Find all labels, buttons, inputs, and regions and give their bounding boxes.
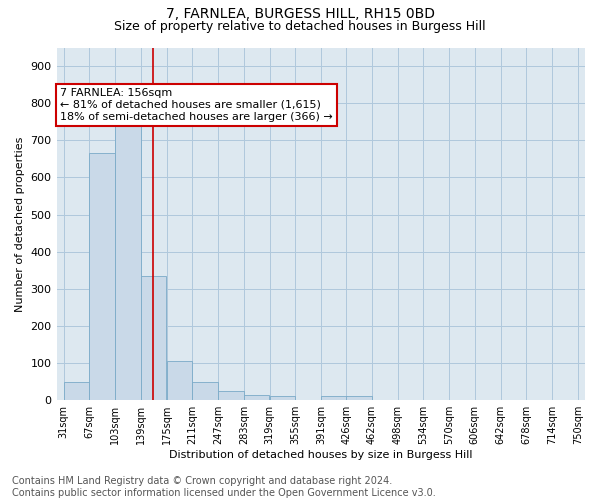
Text: 7 FARNLEA: 156sqm
← 81% of detached houses are smaller (1,615)
18% of semi-detac: 7 FARNLEA: 156sqm ← 81% of detached hous… [60, 88, 333, 122]
Bar [141, 276, 166, 400]
Bar [193, 382, 218, 400]
Bar [269, 396, 295, 400]
Y-axis label: Number of detached properties: Number of detached properties [15, 136, 25, 312]
Bar [218, 391, 244, 400]
Bar [244, 394, 269, 400]
Bar [89, 154, 115, 400]
X-axis label: Distribution of detached houses by size in Burgess Hill: Distribution of detached houses by size … [169, 450, 473, 460]
Bar [115, 122, 140, 400]
Text: Contains HM Land Registry data © Crown copyright and database right 2024.
Contai: Contains HM Land Registry data © Crown c… [12, 476, 436, 498]
Bar [346, 396, 371, 400]
Bar [321, 396, 347, 400]
Text: 7, FARNLEA, BURGESS HILL, RH15 0BD: 7, FARNLEA, BURGESS HILL, RH15 0BD [166, 8, 434, 22]
Bar [167, 361, 192, 400]
Bar [64, 382, 89, 400]
Text: Size of property relative to detached houses in Burgess Hill: Size of property relative to detached ho… [114, 20, 486, 33]
